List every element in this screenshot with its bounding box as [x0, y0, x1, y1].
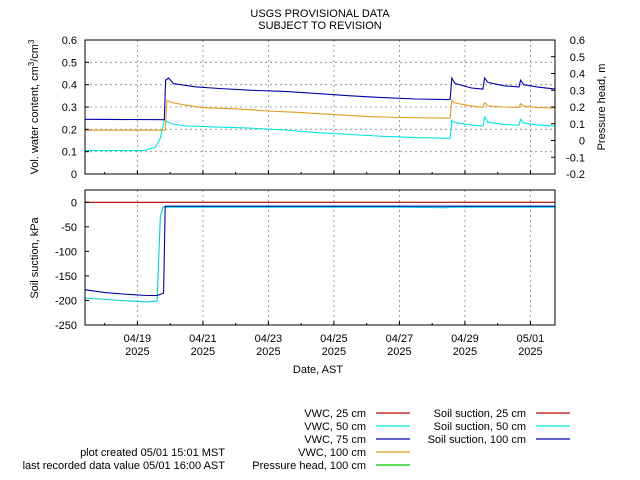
- top-y2-ticks: -0.2 -0.1 0 0.1 0.2 0.3 0.4 0.5 0.6: [551, 35, 585, 181]
- top-y-axis-label-mid: /cm: [29, 44, 41, 62]
- chart-title-line1: USGS PROVISIONAL DATA: [250, 8, 390, 20]
- top-x-ticks: [104, 170, 531, 174]
- top-y2-tick-label: 0.5: [570, 52, 585, 64]
- legend-label-vwc-75-cm: VWC, 75 cm: [304, 434, 366, 446]
- bottom-y-tick-label: -200: [55, 295, 77, 307]
- top-y-axis-label: Vol. water content, cm3/cm3: [27, 39, 41, 174]
- x-tick-year-label: 2025: [322, 346, 346, 358]
- x-tick-label: 04/25: [320, 333, 348, 345]
- top-y2-tick-label: 0.3: [570, 85, 585, 97]
- series-line-soil-suction-100-cm: [84, 205, 555, 297]
- x-tick-label: 05/01: [517, 333, 545, 345]
- series-line-soil-suction-50-cm: [84, 206, 555, 303]
- top-grid: [85, 40, 555, 174]
- series-line-vwc-75-cm: [84, 76, 556, 121]
- top-y-tick-label: 0: [71, 169, 77, 181]
- top-y-tick-label: 0.2: [62, 124, 77, 136]
- top-y2-tick-label: -0.2: [566, 169, 585, 181]
- bottom-panel: -250-200-150-100-500 04/19202504/2120250…: [55, 189, 556, 358]
- legend-label-soil-suction-50-cm: Soil suction, 50 cm: [434, 421, 526, 433]
- last-recorded-text: last recorded data value 05/01 16:00 AST: [23, 460, 226, 472]
- legend-label-soil-suction-100-cm: Soil suction, 100 cm: [428, 434, 526, 446]
- series-line-vwc-50-cm: [85, 115, 556, 152]
- top-y2-tick-label: -0.1: [566, 152, 585, 164]
- bottom-y-tick-label: -150: [55, 271, 77, 283]
- top-y-axis-label-sup1: 3: [27, 61, 36, 66]
- x-axis-label: Date, AST: [293, 364, 343, 376]
- legend-label-vwc-100-cm: VWC, 100 cm: [298, 447, 366, 459]
- legend-label-pressure-head-100-cm: Pressure head, 100 cm: [252, 460, 366, 472]
- top-y-axis-label-sup2: 3: [27, 39, 36, 44]
- bottom-y-tick-label: -250: [55, 320, 77, 332]
- x-tick-year-label: 2025: [453, 346, 477, 358]
- top-y2-tick-label: 0: [579, 136, 585, 148]
- top-panel: 0 0.1 0.2 0.3 0.4 0.5 0.6 -0.2 -0.1 0 0.1 0.2 0.3 0.…: [62, 35, 585, 181]
- x-tick-label: 04/23: [255, 333, 283, 345]
- x-tick-label: 04/29: [451, 333, 479, 345]
- top-y-tick-label: 0.4: [62, 80, 77, 92]
- bottom-x-ticks: 04/19202504/21202504/23202504/25202504/2…: [104, 321, 545, 358]
- chart-title-line2: SUBJECT TO REVISION: [258, 20, 382, 32]
- top-y2-tick-label: 0.1: [570, 119, 585, 131]
- top-y2-tick-label: 0.2: [570, 102, 585, 114]
- bottom-y-axis-label: Soil suction, kPa: [29, 216, 41, 298]
- x-tick-label: 04/21: [189, 333, 217, 345]
- top-y-tick-label: 0.6: [62, 35, 77, 47]
- x-tick-year-label: 2025: [125, 346, 149, 358]
- bottom-y-tick-label: 0: [71, 197, 77, 209]
- top-y-tick-label: 0.3: [62, 102, 77, 114]
- top-y-tick-label: 0.5: [62, 57, 77, 69]
- bottom-grid: [137, 190, 531, 325]
- top-y-ticks: 0 0.1 0.2 0.3 0.4 0.5 0.6: [62, 35, 89, 181]
- bottom-series-lines: [84, 201, 555, 303]
- legend-label-vwc-50-cm: VWC, 50 cm: [304, 421, 366, 433]
- series-line-vwc-100-cm: [85, 99, 556, 131]
- bottom-plot-frame: [84, 189, 556, 326]
- top-y-tick-label: 0.1: [62, 147, 77, 159]
- bottom-y-tick-label: -100: [55, 246, 77, 258]
- x-tick-year-label: 2025: [256, 346, 280, 358]
- x-tick-year-label: 2025: [387, 346, 411, 358]
- x-tick-label: 04/27: [386, 333, 414, 345]
- top-y2-tick-label: 0.6: [570, 35, 585, 47]
- legend-label-soil-suction-25-cm: Soil suction, 25 cm: [434, 408, 526, 420]
- plot-created-text: plot created 05/01 15:01 MST: [80, 447, 225, 459]
- legend-label-vwc-25-cm: VWC, 25 cm: [304, 408, 366, 420]
- top-y2-tick-label: 0.4: [570, 69, 585, 81]
- bottom-y-ticks: -250 -200 -150 -100 -50 0: [55, 197, 89, 332]
- top-series-lines: [84, 76, 556, 152]
- top-y2-axis-label: Pressure head, m: [596, 64, 608, 151]
- x-tick-year-label: 2025: [191, 346, 215, 358]
- x-tick-label: 04/19: [124, 333, 152, 345]
- bottom-y-tick-label: -50: [61, 222, 77, 234]
- top-y-axis-label-text: Vol. water content, cm: [29, 66, 41, 174]
- x-tick-year-label: 2025: [518, 346, 542, 358]
